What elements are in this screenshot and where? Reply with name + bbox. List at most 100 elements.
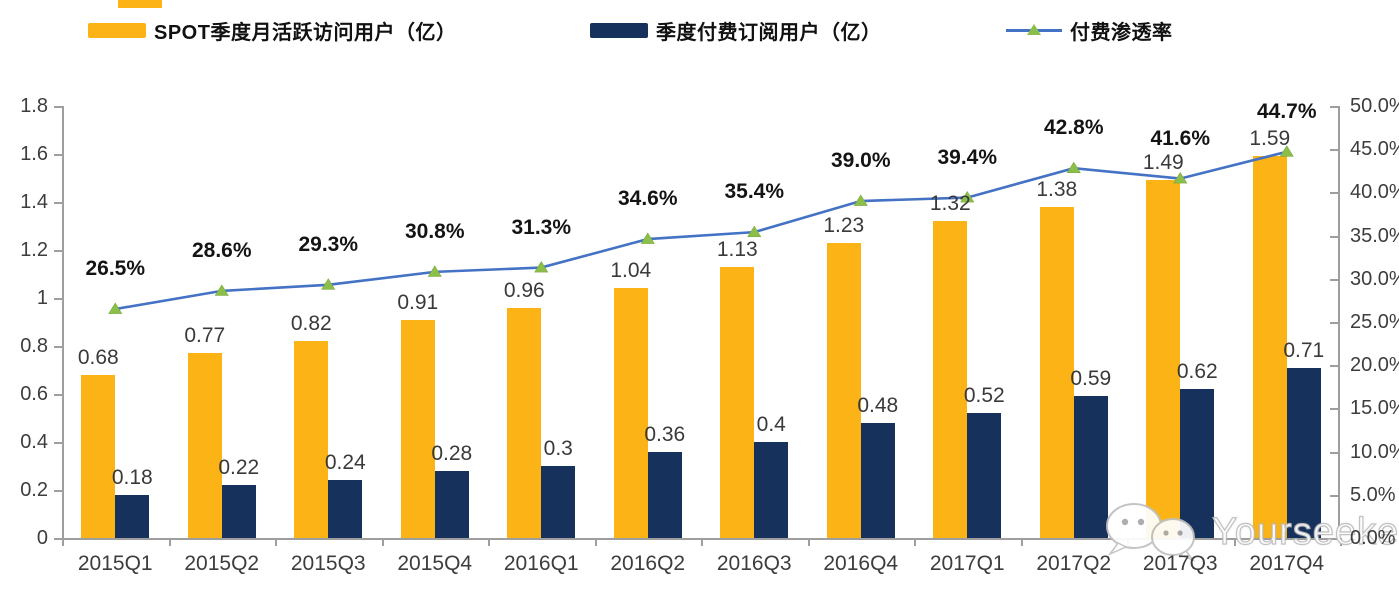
penetration-label: 44.7% <box>1256 99 1317 123</box>
bar-subscribers-2017Q4 <box>1286 367 1321 538</box>
penetration-label: 26.5% <box>85 257 146 281</box>
x-axis-label: 2016Q2 <box>610 552 686 575</box>
subscribers-value-label: 0.59 <box>1070 367 1112 391</box>
right-axis-tick <box>1330 192 1338 195</box>
legend-item-mau: SPOT季度月活跃访问用户（亿） <box>88 18 457 44</box>
subscribers-legend-label: 季度付费订阅用户（亿） <box>656 21 882 44</box>
penetration-label: 29.3% <box>298 232 359 256</box>
penetration-marker <box>853 194 868 206</box>
right-axis-tick <box>1330 278 1338 281</box>
triangle-marker-icon <box>1027 24 1041 35</box>
right-axis-tick <box>1330 494 1338 497</box>
bar-subscribers-2017Q1 <box>967 413 1002 538</box>
mau-value-label: 0.68 <box>77 345 119 369</box>
bar-subscribers-2015Q2 <box>221 485 256 538</box>
mau-value-label: 1.13 <box>716 237 758 261</box>
left-axis-label: 1.4 <box>20 191 48 213</box>
left-axis-label: 1.6 <box>20 143 48 165</box>
mau-value-label: 0.82 <box>290 312 332 336</box>
mau-legend-label: SPOT季度月活跃访问用户（亿） <box>154 21 457 44</box>
penetration-marker <box>427 265 442 277</box>
bar-mau-2015Q2 <box>187 353 222 538</box>
left-axis-label: 1.8 <box>20 95 48 117</box>
mau-value-label: 1.49 <box>1142 151 1184 175</box>
bar-mau-2017Q1 <box>933 221 968 538</box>
penetration-label: 28.6% <box>191 238 252 262</box>
x-axis-tick <box>701 538 703 546</box>
penetration-marker <box>321 278 336 290</box>
left-axis-line <box>62 106 64 538</box>
penetration-label: 41.6% <box>1150 126 1211 150</box>
x-axis-tick <box>807 538 810 546</box>
left-axis-tick <box>54 442 62 444</box>
right-axis-label: 5.0% <box>1350 483 1396 506</box>
right-axis-tick <box>1330 451 1338 454</box>
bar-mau-2016Q4 <box>826 242 861 538</box>
right-axis-label: 45.0% <box>1350 138 1399 161</box>
subscribers-value-label: 0.52 <box>963 384 1005 408</box>
left-axis-tick <box>54 202 62 204</box>
watermark-text: Yourseeker <box>1211 510 1399 553</box>
right-axis-label: 40.0% <box>1350 181 1399 204</box>
subscribers-value-label: 0.71 <box>1283 338 1325 362</box>
right-axis-tick <box>1330 322 1338 324</box>
left-axis-tick <box>54 394 62 396</box>
subscribers-value-label: 0.48 <box>857 393 899 417</box>
left-axis-label: 1.2 <box>20 239 48 261</box>
mau-value-label: 1.04 <box>610 259 652 283</box>
bar-mau-2016Q3 <box>720 266 755 538</box>
penetration-label: 42.8% <box>1043 116 1104 140</box>
mau-value-label: 1.38 <box>1036 177 1078 201</box>
subscribers-legend-swatch <box>590 22 648 38</box>
mau-legend-swatch <box>88 22 146 38</box>
subscribers-value-label: 0.62 <box>1176 360 1218 384</box>
x-axis-tick <box>1340 538 1342 546</box>
x-axis-tick <box>1020 538 1023 546</box>
bar-subscribers-2015Q3 <box>328 480 363 538</box>
right-axis-label: 25.0% <box>1350 311 1399 333</box>
subscribers-value-label: 0.18 <box>111 465 153 489</box>
mau-value-label: 1.32 <box>929 192 971 216</box>
x-axis-tick <box>381 538 384 546</box>
penetration-legend-marker <box>1006 22 1062 38</box>
left-axis-label: 1 <box>36 287 48 309</box>
x-axis-tick <box>594 538 597 546</box>
penetration-marker <box>640 232 655 244</box>
mau-value-label: 0.77 <box>184 324 226 348</box>
bar-subscribers-2017Q3 <box>1180 389 1215 538</box>
bar-mau-2015Q1 <box>81 374 116 538</box>
x-axis-tick <box>1233 538 1236 546</box>
left-axis-tick <box>54 154 62 156</box>
x-axis-label: 2017Q2 <box>1036 552 1112 575</box>
penetration-label: 39.4% <box>937 145 998 169</box>
bar-mau-2015Q4 <box>400 319 435 538</box>
x-axis-tick <box>168 538 171 546</box>
bar-subscribers-2017Q2 <box>1073 396 1108 538</box>
left-axis-tick <box>54 538 62 540</box>
x-axis-label: 2017Q3 <box>1142 552 1218 575</box>
left-axis-tick <box>54 298 62 300</box>
left-axis-label: 0.6 <box>20 383 48 405</box>
bar-subscribers-2015Q1 <box>115 494 150 538</box>
cropped-legend-artifact <box>118 0 162 8</box>
left-axis-tick <box>54 250 62 252</box>
penetration-label: 34.6% <box>617 187 678 211</box>
subscribers-value-label: 0.36 <box>644 422 686 446</box>
x-axis-label: 2016Q3 <box>716 552 792 575</box>
penetration-marker <box>1066 161 1081 174</box>
mau-value-label: 0.91 <box>397 290 439 314</box>
right-axis-tick <box>1330 106 1338 108</box>
right-axis-label: 15.0% <box>1350 397 1399 420</box>
left-axis-tick <box>54 346 62 348</box>
bar-mau-2016Q1 <box>507 307 542 538</box>
right-axis-tick <box>1330 538 1338 540</box>
right-axis-label: 0.0% <box>1350 527 1396 549</box>
x-axis-tick <box>914 538 916 546</box>
x-axis-tick <box>488 538 490 546</box>
x-axis-tick <box>275 538 277 546</box>
bar-subscribers-2016Q3 <box>754 442 789 538</box>
x-axis-label: 2017Q4 <box>1249 552 1325 575</box>
mau-value-label: 1.59 <box>1249 127 1291 151</box>
penetration-marker <box>214 284 229 296</box>
penetration-marker <box>534 260 549 273</box>
